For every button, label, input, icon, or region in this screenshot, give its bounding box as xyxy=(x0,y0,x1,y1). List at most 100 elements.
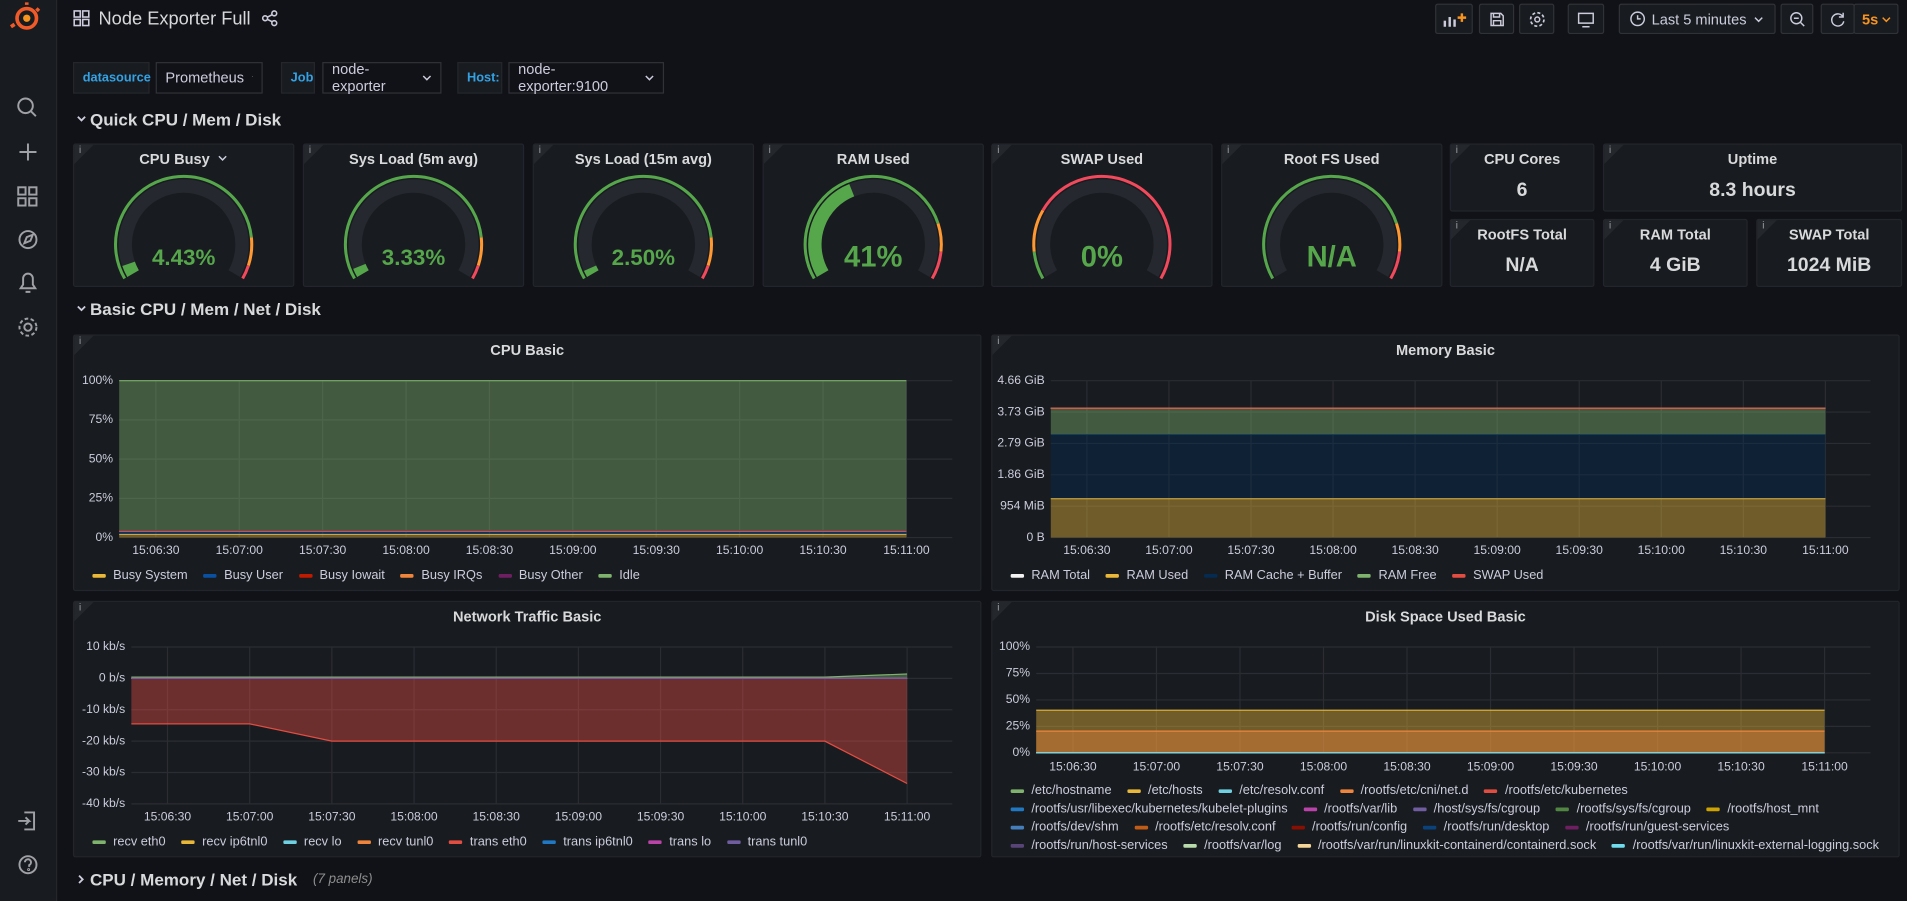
legend-label: Busy Other xyxy=(518,567,583,583)
legend-item[interactable]: RAM Cache + Buffer xyxy=(1204,568,1342,583)
zoom-out-button[interactable] xyxy=(1780,3,1814,35)
tv-icon xyxy=(1577,12,1594,27)
configuration-icon[interactable] xyxy=(18,317,38,337)
refresh-interval[interactable]: 5s xyxy=(1853,3,1899,35)
legend-item[interactable]: /host/sys/fs/cgroup xyxy=(1412,801,1540,816)
legend-swatch xyxy=(298,573,313,578)
variable-dropdown[interactable]: node-exporter:9100 xyxy=(508,61,665,95)
legend-item[interactable]: trans lo xyxy=(648,834,711,849)
variable-value: Prometheus xyxy=(165,69,245,87)
create-icon[interactable] xyxy=(19,143,37,161)
gauge-threshold xyxy=(803,174,940,280)
gauge-threshold xyxy=(476,237,484,266)
variable-dropdown[interactable]: Prometheus xyxy=(155,62,263,94)
legend-item[interactable]: /etc/hostname xyxy=(1010,783,1112,798)
legend-item[interactable]: RAM Total xyxy=(1010,568,1090,583)
series-area xyxy=(131,678,908,784)
gauge-track xyxy=(578,179,709,277)
y-tick-label: -10 kb/s xyxy=(82,702,125,716)
add-panel-button[interactable] xyxy=(1435,3,1473,35)
legend-item[interactable]: recv lo xyxy=(283,834,342,849)
panel-title: RootFS Total xyxy=(1477,226,1567,244)
stat-panel: i Uptime 8.3 hours xyxy=(1602,143,1903,212)
legend-item[interactable]: trans tunl0 xyxy=(726,834,807,849)
legend-item[interactable]: /rootfs/var/log xyxy=(1183,838,1281,853)
row-header[interactable]: Basic CPU / Mem / Net / Disk xyxy=(75,299,321,319)
y-tick-label: 2.79 GiB xyxy=(997,436,1044,450)
gauge-value-arc xyxy=(808,183,855,277)
legend-item[interactable]: /rootfs/host_mnt xyxy=(1706,801,1819,816)
panel-title-text: Sys Load (15m avg) xyxy=(574,150,712,168)
legend-item[interactable]: /rootfs/sys/fs/cgroup xyxy=(1555,801,1691,816)
legend-swatch xyxy=(1127,788,1141,793)
legend-item[interactable]: Busy IRQs xyxy=(400,568,482,583)
x-tick-label: 15:08:30 xyxy=(1383,760,1431,774)
x-tick-label: 15:10:30 xyxy=(1720,543,1768,557)
legend-swatch xyxy=(542,839,556,844)
legend-item[interactable]: /rootfs/var/run/linuxkit-external-loggin… xyxy=(1612,838,1879,853)
settings-button[interactable] xyxy=(1519,3,1555,35)
grafana-logo[interactable] xyxy=(9,2,41,30)
search-icon[interactable] xyxy=(17,97,37,117)
tv-mode-button[interactable] xyxy=(1567,3,1605,35)
gauge-track xyxy=(118,179,249,277)
refresh-button[interactable] xyxy=(1820,3,1855,35)
legend-item[interactable]: Busy System xyxy=(92,568,188,583)
share-icon[interactable] xyxy=(261,10,278,27)
legend-item[interactable]: /etc/resolv.conf xyxy=(1218,783,1324,798)
legend: recv eth0 recv ip6tnl0 recv lo recv tunl0 tr… xyxy=(92,834,969,849)
chevron xyxy=(77,116,86,122)
gauge-threshold xyxy=(1389,251,1401,280)
legend-item[interactable]: /rootfs/var/run/linuxkit-containerd/cont… xyxy=(1297,838,1596,853)
legend-swatch xyxy=(1010,806,1025,811)
explore-icon[interactable] xyxy=(18,230,38,250)
y-tick-label: 0% xyxy=(96,530,114,544)
legend-item[interactable]: /rootfs/run/guest-services xyxy=(1565,820,1729,834)
legend-item[interactable]: /rootfs/etc/resolv.conf xyxy=(1134,820,1276,834)
info-icon: i xyxy=(1455,144,1458,156)
legend-item[interactable]: /rootfs/etc/cni/net.d xyxy=(1339,783,1469,798)
legend-item[interactable]: recv tunl0 xyxy=(357,834,433,849)
legend-item[interactable]: recv eth0 xyxy=(92,834,166,849)
time-picker[interactable]: Last 5 minutes xyxy=(1618,3,1776,35)
caret xyxy=(217,155,227,161)
row-title: CPU / Memory / Net / Disk xyxy=(89,869,298,890)
panel-title: Sys Load (15m avg) xyxy=(534,151,753,168)
row-header[interactable]: Quick CPU / Mem / Disk xyxy=(75,109,282,129)
legend-item[interactable]: recv ip6tnl0 xyxy=(181,834,267,849)
legend-item[interactable]: Busy Iowait xyxy=(298,568,385,583)
dashboards-icon[interactable] xyxy=(17,186,38,207)
legend-item[interactable]: /rootfs/run/host-services xyxy=(1010,838,1168,853)
legend-item[interactable]: /rootfs/var/lib xyxy=(1303,801,1397,816)
alerting-icon[interactable] xyxy=(18,272,38,293)
legend-item[interactable]: Busy User xyxy=(203,568,283,583)
legend-item[interactable]: RAM Free xyxy=(1357,568,1437,583)
timeseries-panel: i Memory Basic 0 B 954 MiB 1.86 GiB 2.79 GiB 3… xyxy=(991,334,1900,592)
legend-item[interactable]: Busy Other xyxy=(498,568,583,583)
legend-item[interactable]: /rootfs/etc/kubernetes xyxy=(1484,783,1628,798)
legend-item[interactable]: /rootfs/run/desktop xyxy=(1422,820,1549,834)
legend-item[interactable]: RAM Used xyxy=(1105,568,1188,583)
save-button[interactable] xyxy=(1478,3,1515,35)
legend-item[interactable]: /etc/hosts xyxy=(1127,783,1203,798)
legend-swatch xyxy=(1297,843,1311,848)
legend-item[interactable]: /rootfs/usr/libexec/kubernetes/kubelet-p… xyxy=(1010,801,1288,816)
legend-item[interactable]: /rootfs/run/config xyxy=(1291,820,1407,834)
dashboard-title[interactable]: Node Exporter Full xyxy=(98,8,251,30)
legend-item[interactable]: Idle xyxy=(598,568,640,583)
panel-title: SWAP Used xyxy=(992,151,1211,168)
stat-panel: i SWAP Total 1024 MiB xyxy=(1756,218,1903,288)
gauge-threshold xyxy=(573,174,713,280)
stat-value: 8.3 hours xyxy=(1709,179,1796,201)
gauge: N/A xyxy=(1262,174,1402,280)
caret xyxy=(644,75,654,81)
variable-dropdown[interactable]: node-exporter xyxy=(322,61,442,95)
row-title: Quick CPU / Mem / Disk xyxy=(89,109,282,129)
sign-in-icon[interactable] xyxy=(18,811,36,831)
row-header[interactable]: CPU / Memory / Net / Disk (7 panels) xyxy=(75,869,373,890)
legend-item[interactable]: trans eth0 xyxy=(449,834,527,849)
legend-item[interactable]: /rootfs/dev/shm xyxy=(1010,820,1119,834)
legend-item[interactable]: trans ip6tnl0 xyxy=(542,834,633,849)
legend-item[interactable]: SWAP Used xyxy=(1452,568,1543,583)
help-icon[interactable] xyxy=(18,855,38,875)
